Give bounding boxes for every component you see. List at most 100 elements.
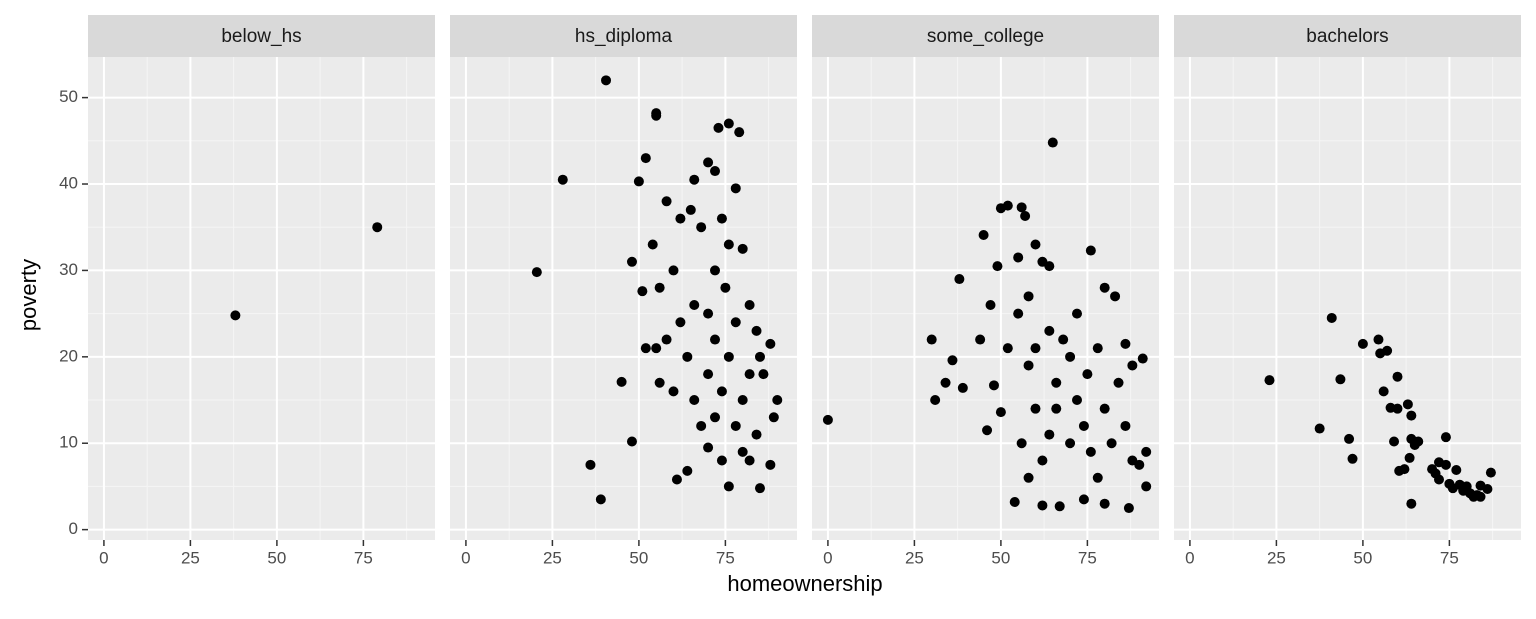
point: [1072, 395, 1083, 406]
point: [737, 446, 748, 457]
point: [1002, 343, 1013, 354]
point: [1013, 252, 1024, 263]
point: [1065, 351, 1076, 362]
point: [703, 157, 714, 168]
point: [1120, 338, 1131, 349]
point: [754, 483, 765, 494]
x-tick-label: 75: [716, 548, 735, 567]
x-tick-label: 75: [354, 548, 373, 567]
point: [716, 213, 727, 224]
point: [1009, 496, 1020, 507]
point: [930, 395, 941, 406]
point: [601, 75, 612, 86]
point: [1078, 420, 1089, 431]
point: [995, 407, 1006, 418]
point: [926, 334, 937, 345]
point: [744, 299, 755, 310]
panel: [450, 57, 797, 540]
point: [992, 261, 1003, 272]
point: [675, 317, 686, 328]
point: [1475, 491, 1486, 502]
strip: [1174, 15, 1521, 57]
point: [689, 174, 700, 185]
strip: [812, 15, 1159, 57]
point: [640, 153, 651, 164]
point: [682, 351, 693, 362]
point: [1065, 438, 1076, 449]
point: [1440, 432, 1451, 443]
y-tick-label: 10: [59, 433, 78, 452]
point: [730, 420, 741, 431]
point: [1399, 464, 1410, 475]
point: [1141, 446, 1152, 457]
y-axis-label: poverty: [16, 259, 41, 331]
point: [1451, 465, 1462, 476]
point: [723, 118, 734, 129]
point: [1030, 239, 1041, 250]
point: [710, 412, 721, 423]
point: [1051, 377, 1062, 388]
point: [703, 442, 714, 453]
x-tick-label: 50: [267, 548, 286, 567]
point: [1016, 438, 1027, 449]
point: [230, 310, 241, 321]
point: [710, 334, 721, 345]
x-tick-label: 0: [461, 548, 470, 567]
point: [1085, 245, 1096, 256]
point: [531, 267, 542, 278]
point: [1020, 210, 1031, 221]
x-tick-label: 25: [543, 548, 562, 567]
point: [716, 455, 727, 466]
point: [1016, 202, 1027, 213]
point: [1406, 498, 1417, 509]
point: [1357, 338, 1368, 349]
x-tick-label: 0: [823, 548, 832, 567]
strip-label: below_hs: [221, 26, 301, 47]
x-tick-label: 75: [1440, 548, 1459, 567]
point: [1072, 308, 1083, 319]
panel: [812, 57, 1159, 540]
point: [654, 282, 665, 293]
panel: [1174, 57, 1521, 540]
point: [1120, 420, 1131, 431]
point: [1099, 498, 1110, 509]
strip: [450, 15, 797, 57]
strip-label: hs_diploma: [575, 26, 673, 47]
point: [737, 395, 748, 406]
point: [1078, 494, 1089, 505]
point: [723, 239, 734, 250]
point: [1127, 455, 1138, 466]
point: [1141, 481, 1152, 492]
point: [671, 474, 682, 485]
x-tick-label: 50: [629, 548, 648, 567]
point: [975, 334, 986, 345]
point: [1264, 375, 1275, 386]
point: [1085, 446, 1096, 457]
point: [1047, 137, 1058, 148]
point: [765, 338, 776, 349]
point: [978, 229, 989, 240]
point: [626, 436, 637, 447]
x-axis-label: homeownership: [727, 571, 882, 596]
point: [730, 183, 741, 194]
point: [647, 239, 658, 250]
point: [1123, 503, 1134, 514]
y-tick-label: 0: [69, 519, 78, 538]
point: [654, 377, 665, 388]
point: [675, 213, 686, 224]
point: [1378, 386, 1389, 397]
point: [682, 465, 693, 476]
point: [957, 382, 968, 393]
point: [710, 166, 721, 177]
point: [723, 351, 734, 362]
point: [1344, 433, 1355, 444]
point: [1440, 459, 1451, 470]
point: [1030, 343, 1041, 354]
point: [696, 420, 707, 431]
point: [954, 274, 965, 285]
point: [557, 174, 568, 185]
x-tick-label: 25: [905, 548, 924, 567]
point: [713, 122, 724, 133]
x-tick-label: 25: [181, 548, 200, 567]
point: [1458, 485, 1469, 496]
